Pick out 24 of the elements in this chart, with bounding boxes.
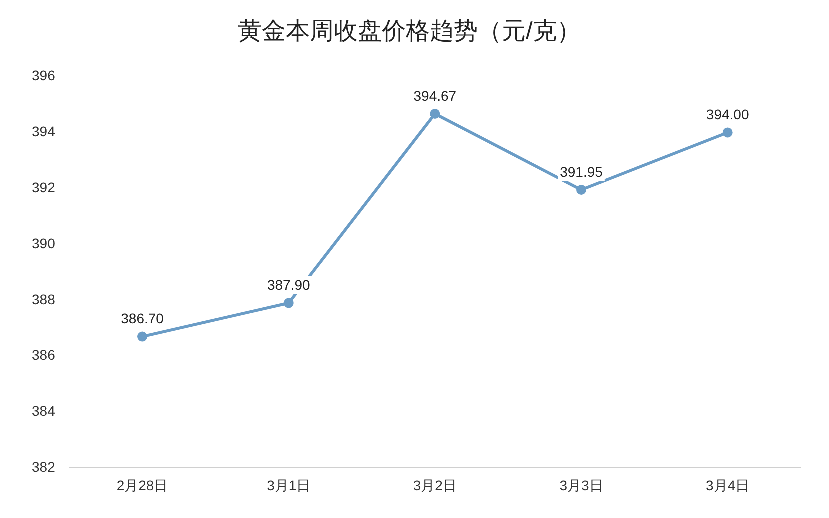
point: [430, 108, 440, 119]
x-tick-label: 3月1日: [267, 477, 311, 494]
text: 386.70: [121, 310, 164, 327]
point: [284, 298, 294, 308]
y-tick-label: 392: [32, 179, 56, 196]
y-tick-label: 396: [32, 68, 56, 84]
x-tick-label: 3月4日: [706, 477, 750, 494]
x-tick-label: 2月28日: [116, 477, 168, 494]
x-tick-label: 3月3日: [560, 477, 604, 494]
point: [722, 128, 733, 138]
y-tick-label: 388: [32, 291, 56, 308]
chart-title: 黄金本周收盘价格趋势（元/克）: [238, 18, 581, 46]
y-tick-label: 386: [32, 347, 56, 364]
point: [138, 332, 148, 342]
y-tick-label: 384: [32, 403, 56, 420]
y-tick-label: 390: [32, 235, 56, 252]
text: 391.95: [560, 164, 603, 180]
text: 394.00: [706, 106, 750, 123]
x-tick-label: 3月2日: [413, 477, 457, 494]
text: 394.67: [414, 88, 457, 104]
point: [576, 185, 587, 196]
text: 387.90: [267, 277, 310, 294]
y-tick-label: 394: [32, 124, 56, 140]
y-tick-label: 382: [32, 459, 56, 476]
